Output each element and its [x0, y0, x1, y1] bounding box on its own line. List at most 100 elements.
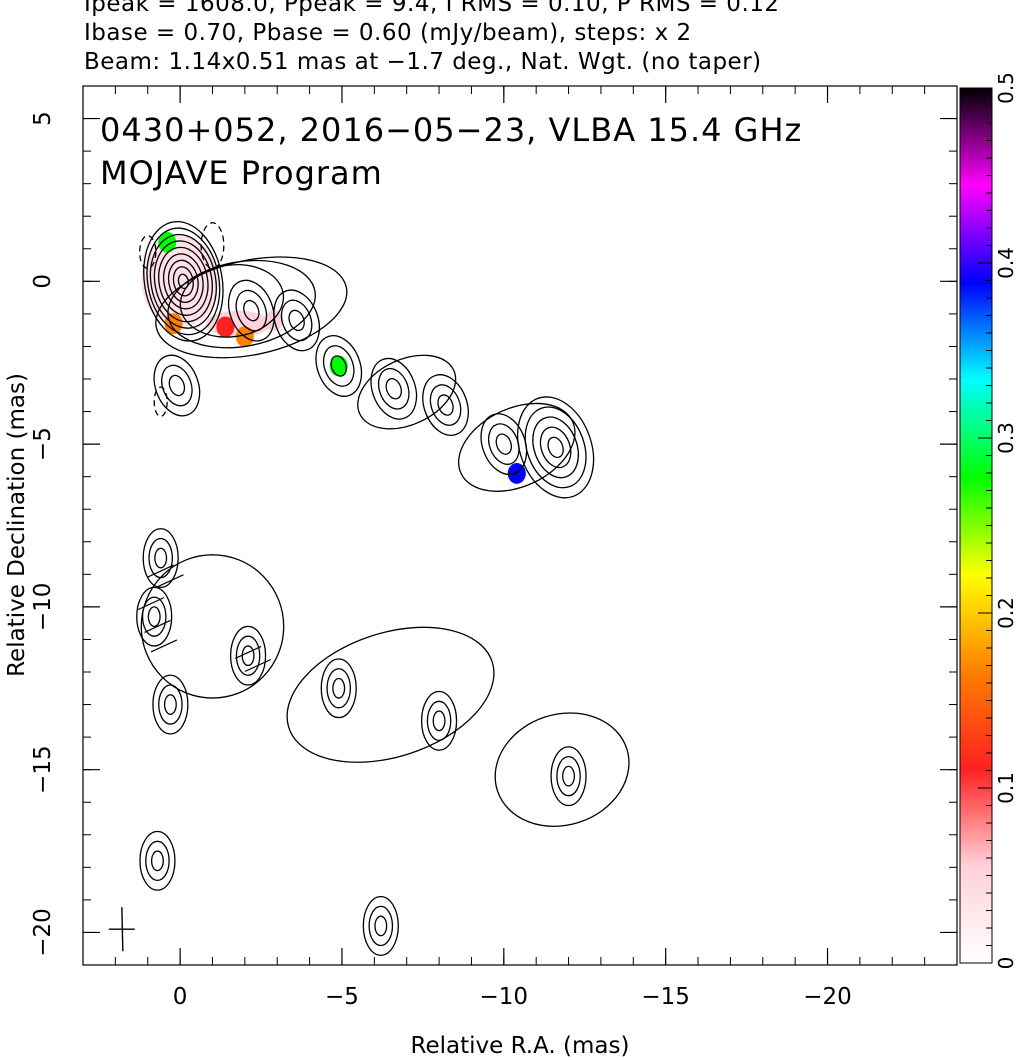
- header-line-1: Ipeak = 1608.0, Ppeak = 9.4, I RMS = 0.1…: [84, 0, 780, 17]
- intensity-contour: [243, 299, 260, 322]
- intensity-contour: [330, 355, 347, 377]
- x-tick-label: −15: [641, 984, 690, 1010]
- intensity-contour: [155, 256, 348, 359]
- intensity-contour: [273, 289, 321, 352]
- colorbar-tick-label: 0.1: [994, 772, 1018, 804]
- polarized-contour: [374, 915, 388, 937]
- polarized-contour: [141, 596, 167, 637]
- intensity-contour: [385, 378, 402, 400]
- intensity-contour: [235, 289, 268, 332]
- y-tick-label: 5: [30, 111, 56, 126]
- polarization-patch: [329, 355, 348, 377]
- intensity-contour: [480, 413, 528, 476]
- y-axis-label: Relative Declination (mas): [4, 373, 30, 677]
- chart-subtitle: MOJAVE Program: [100, 154, 383, 192]
- intensity-contour: [149, 233, 217, 329]
- evpa-stick: [150, 639, 178, 653]
- x-tick-label: −10: [480, 984, 529, 1010]
- x-axis-label: Relative R.A. (mas): [411, 1033, 630, 1059]
- polarized-contour: [229, 625, 267, 686]
- polarized-contour: [420, 690, 458, 751]
- intensity-contour: [532, 416, 580, 479]
- polarized-contour: [136, 586, 173, 647]
- colorbar-tick-labels: 0 0.1 0.2 0.3 0.4 0.5: [994, 72, 1018, 969]
- polarized-contour: [241, 645, 255, 667]
- beam-cross: [108, 907, 135, 952]
- polarized-contour: [432, 710, 446, 732]
- polarized-contour: [286, 626, 495, 763]
- intensity-contour: [162, 253, 204, 310]
- intensity-contour: [161, 364, 193, 407]
- intensity-contour: [153, 240, 213, 323]
- y-tick-label: −10: [30, 583, 56, 632]
- evpa-stick: [244, 658, 272, 673]
- polarized-contour: [154, 547, 168, 569]
- polarized-contour: [332, 677, 346, 699]
- colorbar-tick-label: 0: [994, 957, 1018, 970]
- intensity-contour: [315, 335, 363, 397]
- colorbar-ticks: [978, 87, 992, 964]
- intensity-contour: [377, 367, 410, 410]
- polarized-contour: [320, 658, 357, 719]
- intensity-contour: [457, 402, 576, 492]
- y-tick-label: −20: [30, 908, 56, 957]
- colorbar-tick-label: 0.4: [994, 247, 1018, 279]
- intensity-contour: [517, 396, 595, 499]
- intensity-contour: [357, 354, 457, 430]
- total-intensity-contours: [138, 220, 595, 499]
- polarization-patch: [216, 316, 235, 338]
- intensity-contour: [280, 299, 313, 342]
- intensity-contour: [168, 374, 186, 397]
- intensity-contour: [153, 354, 201, 417]
- polarized-contour: [326, 668, 352, 709]
- polarized-contour: [494, 712, 630, 827]
- header-line-2: Ibase = 0.70, Pbase = 0.60 (mJy/beam), s…: [84, 20, 692, 46]
- y-tick-label: 0: [30, 274, 56, 289]
- evpa-stick: [147, 564, 174, 578]
- evpa-stick: [144, 619, 171, 633]
- polarized-contour: [150, 850, 164, 872]
- x-tick-labels: 0 −5 −10 −15 −20: [173, 984, 852, 1010]
- beam-minor-axis: [121, 907, 124, 952]
- plot-area: [82, 85, 958, 966]
- intensity-contour: [146, 227, 221, 336]
- x-tick-label: −20: [803, 984, 852, 1010]
- intensity-contour: [143, 220, 224, 342]
- y-tick-labels: 5 0 −5 −10 −15 −20: [30, 111, 56, 956]
- intensity-contour: [422, 374, 469, 436]
- polarized-intensity-contours: [136, 528, 630, 956]
- colorbar-tick-label: 0.5: [994, 72, 1018, 104]
- polarized-contour: [235, 635, 261, 676]
- evpa-stick: [137, 597, 165, 611]
- polarized-contour: [158, 684, 183, 725]
- plot-frame: [82, 85, 958, 966]
- chart-title: 0430+052, 2016−05−23, VLBA 15.4 GHz: [100, 111, 802, 149]
- intensity-contour: [495, 433, 513, 455]
- polarized-contour: [163, 694, 177, 715]
- intensity-contour: [227, 279, 275, 342]
- y-tick-label: −5: [30, 427, 56, 461]
- polarized-contour: [139, 830, 176, 891]
- intensity-contour: [539, 426, 572, 469]
- polarized-contour: [556, 755, 581, 797]
- minor-ticks: [82, 85, 958, 966]
- polarized-contour: [368, 905, 394, 947]
- polarized-contour: [426, 700, 452, 742]
- polarized-contour: [550, 746, 587, 807]
- intensity-contour: [524, 406, 587, 489]
- x-tick-label: −5: [325, 984, 359, 1010]
- intensity-contour: [322, 345, 355, 387]
- intensity-contour: [200, 222, 225, 269]
- polarized-contour: [362, 895, 399, 956]
- intensity-contour: [153, 386, 168, 418]
- y-tick-label: −15: [30, 745, 56, 794]
- polarized-contour: [147, 606, 161, 628]
- colorbar-tick-label: 0.3: [994, 422, 1018, 454]
- intensity-contour: [370, 357, 418, 420]
- intensity-contour: [288, 309, 305, 332]
- intensity-contour: [429, 384, 462, 426]
- polarized-contour: [148, 537, 173, 579]
- polarized-contour: [562, 765, 576, 787]
- intensity-contour: [167, 259, 199, 303]
